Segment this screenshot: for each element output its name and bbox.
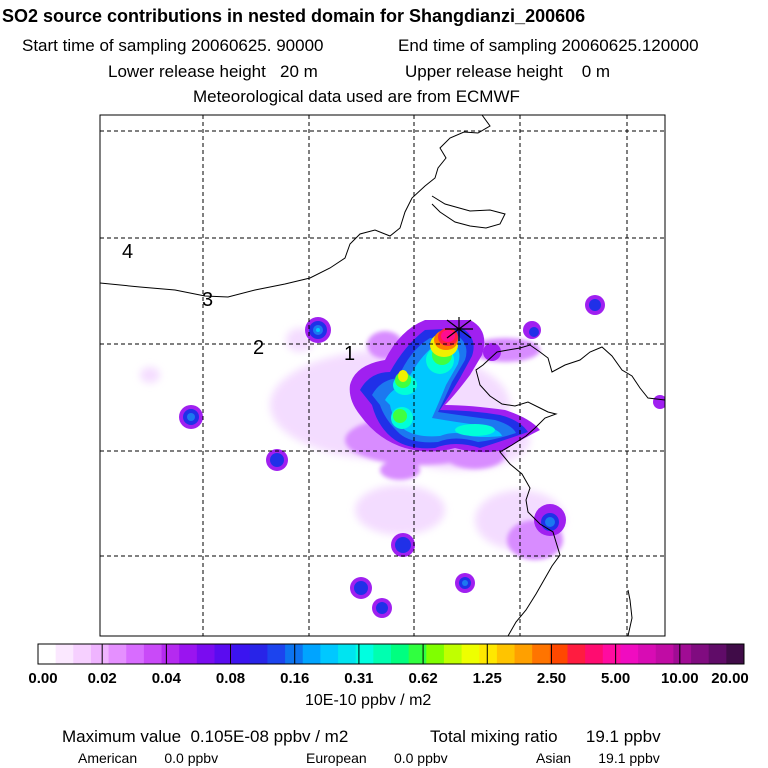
- colorbar-cell: [708, 644, 727, 664]
- colorbar-cell: [232, 644, 251, 664]
- region-asian: Asian 19.1 ppbv: [536, 750, 660, 766]
- colorbar-cell: [620, 644, 639, 664]
- colorbar-cell: [532, 644, 551, 664]
- region-european: European 0.0 ppbv: [306, 750, 448, 766]
- colorbar-cell: [373, 644, 392, 664]
- ring-label-1: 1: [344, 343, 355, 365]
- colorbar-cell: [585, 644, 604, 664]
- region-american: American 0.0 ppbv: [78, 750, 219, 766]
- colorbar-cell: [443, 644, 463, 664]
- colorbar-cell: [143, 644, 163, 664]
- colorbar-cell: [426, 644, 445, 664]
- ring-label-3: 3: [202, 289, 213, 311]
- ring-label-2: 2: [253, 337, 264, 359]
- colorbar-cell: [161, 644, 180, 664]
- colorbar-cell: [726, 644, 745, 664]
- colorbar-cell: [514, 644, 533, 664]
- end-time-label: End time of sampling 20060625.120000: [398, 36, 699, 55]
- ring-label-4: 4: [122, 241, 133, 263]
- map-frame: [99, 114, 666, 637]
- colorbar-tick-label: 0.00: [28, 670, 58, 687]
- colorbar-tick-label: 1.25: [472, 670, 502, 687]
- colorbar-cell: [408, 644, 427, 664]
- colorbar: [37, 643, 745, 665]
- colorbar-cell: [55, 644, 74, 664]
- colorbar-cell: [179, 644, 198, 664]
- upper-release-label: Upper release height 0 m: [405, 62, 611, 81]
- colorbar-tick-label: 0.02: [87, 670, 117, 687]
- colorbar-cell: [673, 644, 692, 664]
- receptor-marker: [445, 317, 473, 341]
- colorbar-unit-label: 10E-10 ppbv / m2: [305, 692, 432, 709]
- colorbar-cell: [285, 644, 304, 664]
- coastlines: [100, 115, 665, 636]
- colorbar-cell: [496, 644, 516, 664]
- colorbar-cell: [126, 644, 145, 664]
- colorbar-cell: [461, 644, 480, 664]
- chart-title: SO2 source contributions in nested domai…: [2, 6, 586, 26]
- met-data-label: Meteorological data used are from ECMWF: [193, 87, 520, 106]
- colorbar-border: [37, 643, 745, 665]
- map-grid: [100, 115, 665, 636]
- concentration-field: [140, 295, 665, 618]
- colorbar-cell: [267, 644, 286, 664]
- colorbar-cell: [38, 644, 57, 664]
- colorbar-cell: [549, 644, 568, 664]
- colorbar-cell: [73, 644, 92, 664]
- colorbar-cell: [602, 644, 621, 664]
- colorbar-tick-label: 5.00: [601, 670, 631, 687]
- colorbar-cell: [108, 644, 127, 664]
- ring-labels: 1 2 3 4: [122, 241, 355, 365]
- colorbar-tick-label: 0.16: [280, 670, 310, 687]
- colorbar-cell: [196, 644, 215, 664]
- colorbar-tick-label: 0.62: [408, 670, 438, 687]
- colorbar-cell: [90, 644, 110, 664]
- total-mixing-ratio-label: Total mixing ratio 19.1 ppbv: [430, 727, 661, 746]
- colorbar-cell: [338, 644, 357, 664]
- colorbar-cell: [302, 644, 321, 664]
- colorbar-tick-label: 0.08: [215, 670, 246, 687]
- colorbar-cell: [655, 644, 674, 664]
- colorbar-cell: [638, 644, 657, 664]
- max-value-label: Maximum value 0.105E-08 ppbv / m2: [62, 727, 349, 746]
- colorbar-cell: [391, 644, 410, 664]
- colorbar-cell: [567, 644, 586, 664]
- colorbar-cell: [691, 644, 710, 664]
- colorbar-cell: [479, 644, 498, 664]
- colorbar-tick-label: 0.31: [344, 670, 374, 687]
- start-time-label: Start time of sampling 20060625. 90000: [22, 36, 324, 55]
- colorbar-tick-label: 2.50: [536, 670, 567, 687]
- colorbar-cell: [320, 644, 339, 664]
- colorbar-cell: [214, 644, 233, 664]
- colorbar-tick-label: 0.04: [151, 670, 181, 687]
- colorbar-tick-label: 10.00: [661, 670, 699, 687]
- colorbar-tick-label: 20.00: [711, 670, 749, 687]
- colorbar-cell: [355, 644, 374, 664]
- lower-release-label: Lower release height 20 m: [108, 62, 318, 81]
- colorbar-cell: [249, 644, 268, 664]
